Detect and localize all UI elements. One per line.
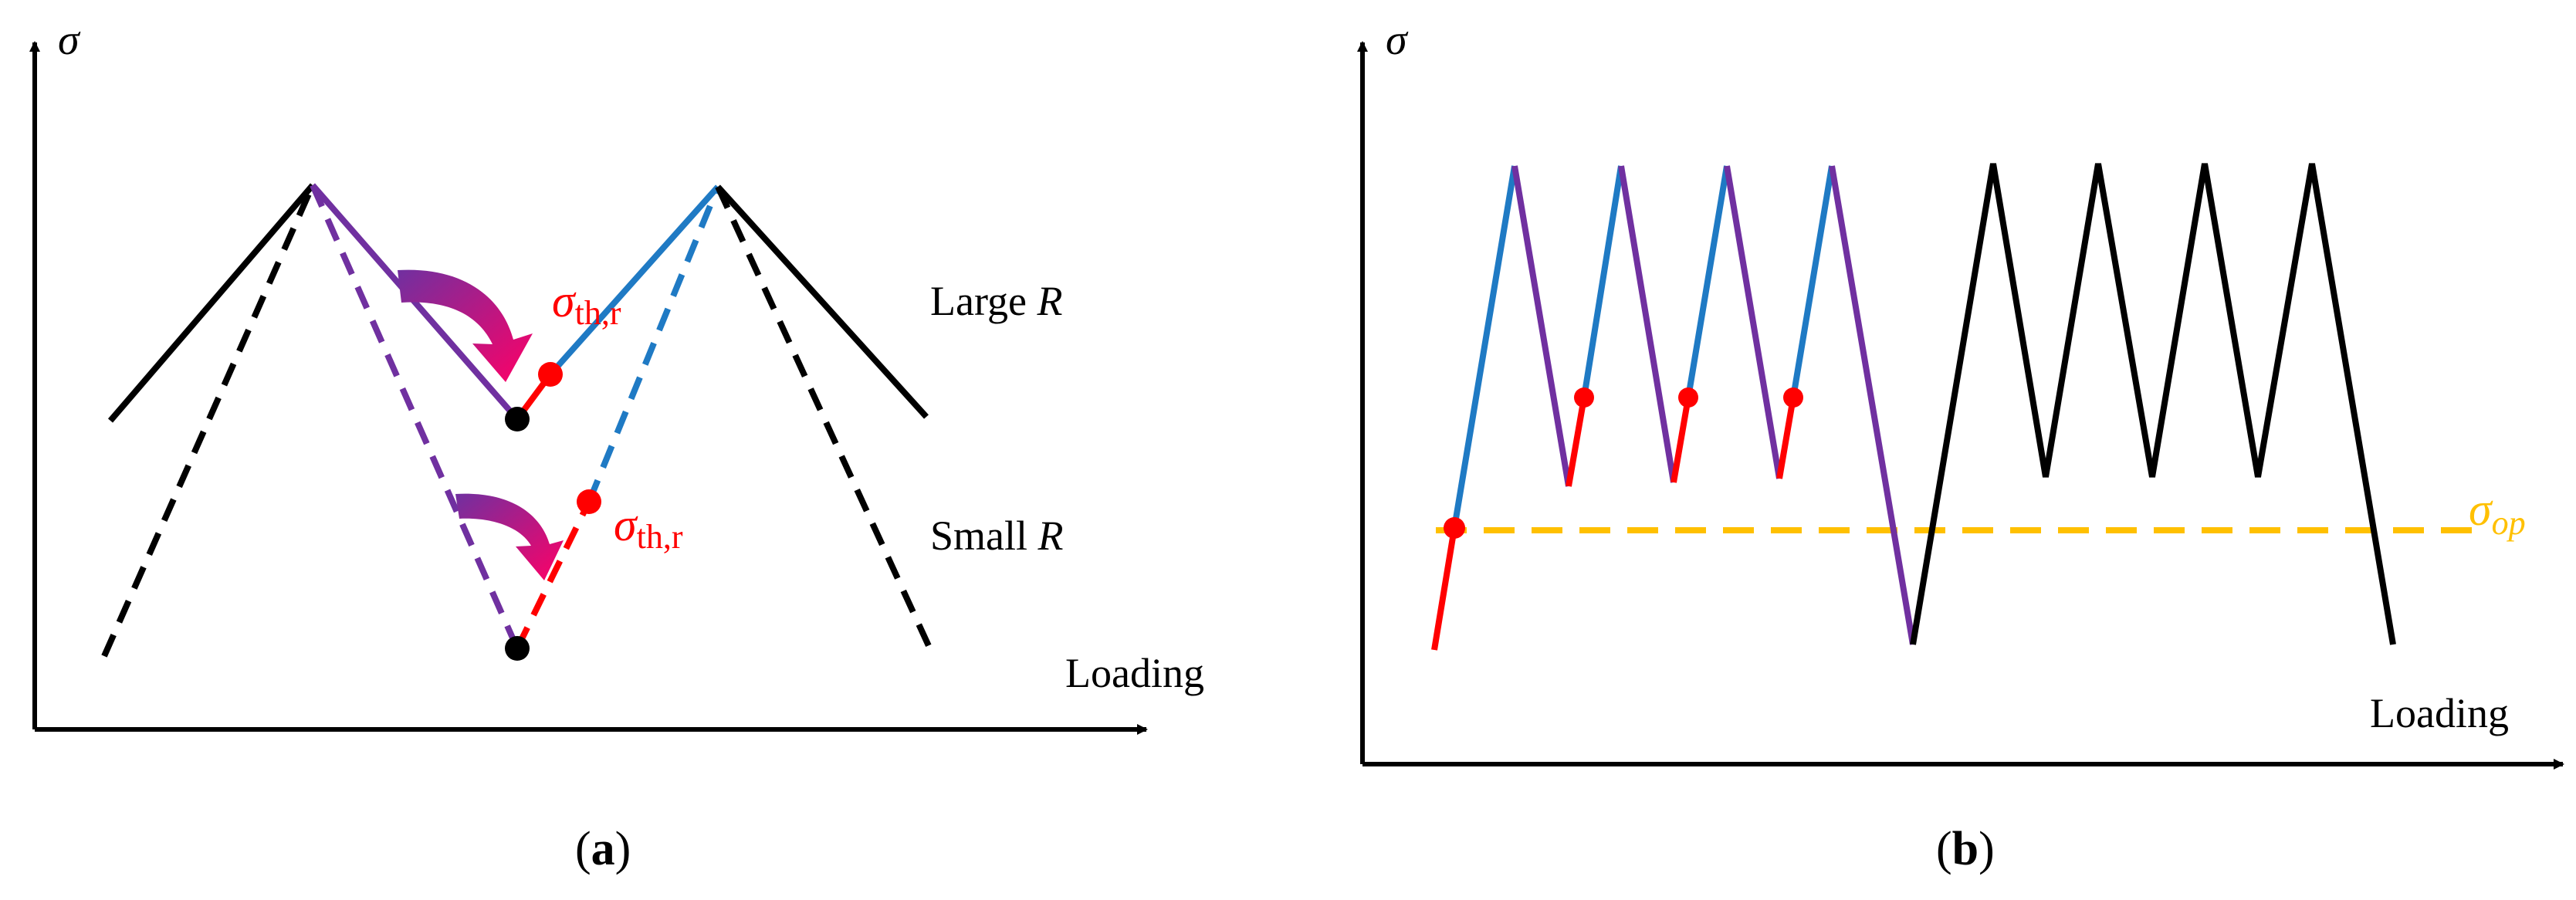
large-r-min-point <box>505 407 530 431</box>
small-r-curved-arrow-icon <box>455 493 564 580</box>
loading-blue-up-2 <box>1581 165 1624 398</box>
large-r-blue-reload <box>548 184 720 377</box>
panel-a: σ Loading Large R Small R σth,r σ <box>29 16 1204 875</box>
small-r-black-left <box>101 184 316 658</box>
small-r-purple-unload <box>310 184 520 650</box>
loading-red-start <box>1431 527 1457 651</box>
panel-b-caption: (b) <box>1936 823 1995 875</box>
small-r-blue-reload <box>586 185 721 503</box>
large-r-curved-arrow-icon <box>398 269 533 382</box>
small-r-black-right <box>715 185 937 659</box>
loading-red-2 <box>1566 397 1587 487</box>
loading-black-cycles <box>1910 163 2396 645</box>
threshold-point-3 <box>1783 387 1803 408</box>
threshold-point-1 <box>1574 387 1594 408</box>
panel-b-x-axis-label: Loading <box>2370 690 2509 736</box>
large-r-threshold-label: σth,r <box>552 276 621 332</box>
small-r-red-segment <box>514 500 592 650</box>
loading-red-3 <box>1671 397 1691 483</box>
small-r-threshold-point <box>577 489 601 514</box>
loading-blue-up-1 <box>1451 165 1518 529</box>
large-r-black-left <box>107 183 316 423</box>
loading-purple-down-2 <box>1618 165 1677 483</box>
threshold-point-2 <box>1678 387 1698 408</box>
panel-b-y-axis-label: σ <box>1386 16 1409 64</box>
loading-purple-down-1 <box>1511 165 1572 487</box>
small-r-threshold-label: σth,r <box>614 499 683 556</box>
small-r-min-point <box>505 636 530 661</box>
loading-blue-up-3 <box>1685 165 1730 398</box>
panel-a-y-axis-label: σ <box>58 16 81 64</box>
loading-purple-down-4 <box>1829 165 1916 645</box>
panel-a-caption: (a) <box>575 823 631 875</box>
opening-stress-label: σop <box>2469 484 2526 542</box>
panel-a-x-axis-label: Loading <box>1065 650 1204 696</box>
large-r-threshold-point <box>538 362 563 387</box>
loading-purple-down-3 <box>1724 165 1782 479</box>
large-r-black-right <box>716 184 929 419</box>
opening-point <box>1444 517 1465 539</box>
small-r-label: Small R <box>930 513 1064 559</box>
panel-b: σ Loading σop (b) <box>1357 16 2564 875</box>
loading-blue-up-4 <box>1790 165 1835 398</box>
large-r-label: Large R <box>930 278 1062 324</box>
loading-red-4 <box>1776 397 1796 479</box>
